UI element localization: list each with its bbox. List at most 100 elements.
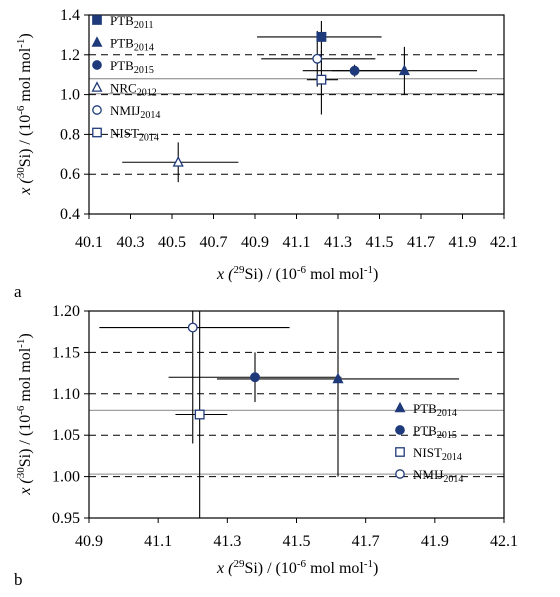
legend-entry-sub: 2015 [134,65,154,76]
legend-marker-nmij2014 [92,105,102,115]
x-tick-label: 40.7 [200,234,228,251]
point-nist2014 [316,74,327,85]
legend-marker-nist2014 [395,447,405,457]
legend-entry-base: PTB [413,401,437,416]
y-axis-label-unit: mol mol [17,47,34,105]
x-axis-label-var: x ( [216,266,235,283]
x-axis-label-unit: mol mol [306,560,364,577]
point-ptb2014 [332,372,344,384]
y-axis-label: x (30Si) / (10-6 mol mol-1) [15,33,34,195]
point-nmij2014 [187,322,198,333]
y-tick-label: 1.20 [52,303,80,320]
legend-entry-base: PTB [110,58,134,73]
chart-panel-b: 40.9 41.1 41.3 41.5 41.7 41.9 42.1 0.95 1.00 1.05… [14,303,518,589]
panel-label: b [14,570,23,589]
x-axis-label-close: ) [373,266,378,283]
y-tick-label: 1.10 [52,386,80,403]
legend-entry-base: NIST [110,126,139,141]
y-tick-label: 0.6 [60,166,80,183]
legend-entry-nrc2012: NRC2012 [110,81,157,99]
data-layer [122,20,478,183]
x-tick-label: 40.9 [241,234,269,251]
point-nmij2014 [312,53,323,64]
x-axis-label-var: x ( [216,560,235,577]
x-axis-label-close: ) [373,560,378,577]
y-tick-label: 0.8 [60,126,80,143]
legend-entry-base: NMIJ [413,467,443,482]
data-layer [99,311,460,518]
y-axis-label-element: Si [17,153,34,167]
x-axis-label-unit: ) / (10 [258,266,297,283]
y-tick-label: 1.15 [52,344,80,361]
y-axis-label-exp: -6 [15,405,27,415]
legend-entry-nmij2014: NMIJ2014 [413,467,463,485]
y-tick-label: 1.00 [52,469,80,486]
panel-label: a [14,282,22,301]
y-axis-label-exp: -6 [15,105,27,115]
y-tick-label: 1.0 [60,87,80,104]
x-tick-label: 40.3 [117,234,145,251]
legend-entry-ptb2011: PTB2011 [110,13,153,31]
legend-entry-ptb2014: PTB2014 [413,401,457,419]
legend-marker-ptb2014 [91,36,103,47]
point-ptb2015 [349,65,360,76]
x-tick-label: 41.9 [449,234,477,251]
y-axis-label-isotope: 30 [15,167,27,179]
y-tick-label: 1.2 [60,47,80,64]
y-axis-label-unit: mol mol [17,347,34,405]
legend-entry-sub: 2014 [437,408,457,419]
x-tick-label: 41.5 [283,533,311,550]
x-axis-label-exp: -1 [364,558,373,570]
legend-entry-base: NRC [110,81,137,96]
legend-entry-sub: 2014 [140,110,160,121]
x-tick-label: 41.3 [324,234,352,251]
legend-entry-sub: 2012 [137,88,157,99]
y-axis-label-unit: ) / (10 [17,415,34,454]
y-axis-label-element: Si [17,453,34,467]
x-tick-label: 40.1 [75,234,103,251]
legend-marker-ptb2014 [394,401,406,413]
legend-marker-nmij2014 [395,469,405,479]
legend-entry-base: PTB [110,36,134,51]
x-axis-label-element: Si [244,266,258,283]
y-axis-label-close: ) [17,333,34,338]
legend-entry-base: NIST [413,445,442,460]
x-axis-label-unit: mol mol [306,266,364,283]
legend-entry-sub: 2014 [134,43,154,54]
x-tick-label: 41.7 [407,234,435,251]
legend-entry-sub: 2011 [134,20,154,31]
x-tick-label: 41.1 [283,234,311,251]
legend-entry-sub: 2015 [437,430,457,441]
x-tick-label: 40.5 [158,234,186,251]
legend-marker-nrc2012 [91,81,103,92]
x-axis-label-isotope: 29 [233,558,245,570]
x-axis-label-exp: -1 [364,264,373,276]
x-axis-label-element: Si [244,560,258,577]
y-axis-label-exp: -1 [15,39,27,48]
x-axis-label: x (29Si) / (10-6 mol mol-1) [216,558,378,577]
legend-entry-sub: 2014 [442,452,462,463]
legend-entry-ptb2015: PTB2015 [110,58,154,76]
y-axis-label-close: ) [17,33,34,38]
legend-entry-base: NMIJ [110,103,140,118]
legend-marker-nist2014 [92,127,102,138]
point-nrc2012 [172,155,184,167]
y-tick-label: 0.4 [60,206,80,223]
legend-entry-nist2014: NIST2014 [413,445,462,463]
legend-entry-ptb2015: PTB2015 [413,423,457,441]
y-tick-label: 1.4 [60,7,80,24]
legend-entry-sub: 2014 [443,474,463,485]
y-tick-label: 0.95 [52,510,80,527]
x-axis-label-unit: ) / (10 [258,560,297,577]
legend-entry-base: PTB [110,13,134,28]
legend-entry-nist2014: NIST2014 [110,126,159,144]
legend: PTB2011PTB2014PTB2015NRC2012NMIJ2014NIST… [91,13,160,144]
y-axis-label-unit: ) / (10 [17,115,34,154]
x-tick-label: 40.9 [75,533,103,550]
legend-entry-nmij2014: NMIJ2014 [110,103,160,121]
x-tick-label: 41.5 [366,234,394,251]
legend-marker-ptb2011 [92,15,102,25]
legend-entry-ptb2014: PTB2014 [110,36,154,54]
point-ptb2011 [316,31,327,42]
